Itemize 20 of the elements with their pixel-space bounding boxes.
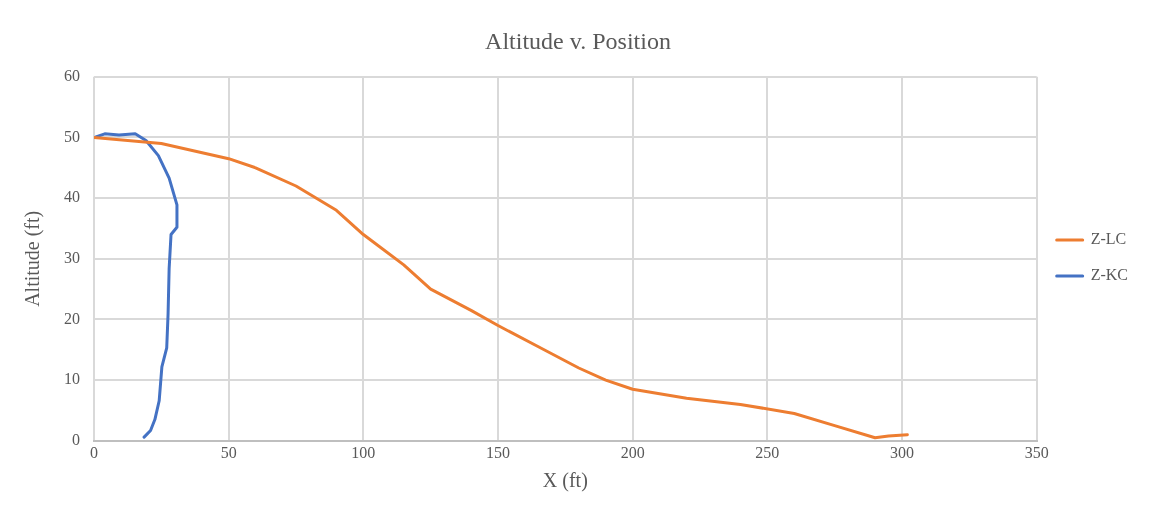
y-tick-label: 40	[64, 188, 80, 206]
x-tick-label: 100	[351, 443, 376, 461]
y-tick-label: 30	[64, 249, 80, 266]
y-tick-label: 0	[72, 431, 80, 448]
y-tick-label: 10	[64, 370, 80, 388]
x-tick-label: 50	[220, 443, 237, 461]
x-tick-label: 0	[90, 443, 98, 461]
x-tick-label: 150	[486, 443, 510, 461]
legend-label: Z-KC	[1090, 266, 1128, 284]
legend-label: Z-LC	[1090, 230, 1127, 248]
y-tick-label: 20	[64, 309, 80, 327]
x-axis-title: X (ft)	[542, 469, 588, 493]
chart-title: Altitude v. Position	[485, 27, 671, 54]
y-axis-title: Altitude (ft)	[21, 210, 45, 307]
x-tick-label: 200	[620, 443, 645, 461]
y-tick-label: 60	[64, 67, 80, 84]
y-tick-label: 50	[64, 127, 80, 145]
x-tick-label: 350	[1024, 443, 1049, 461]
x-tick-label: 250	[755, 443, 780, 461]
x-tick-label: 300	[890, 443, 914, 461]
